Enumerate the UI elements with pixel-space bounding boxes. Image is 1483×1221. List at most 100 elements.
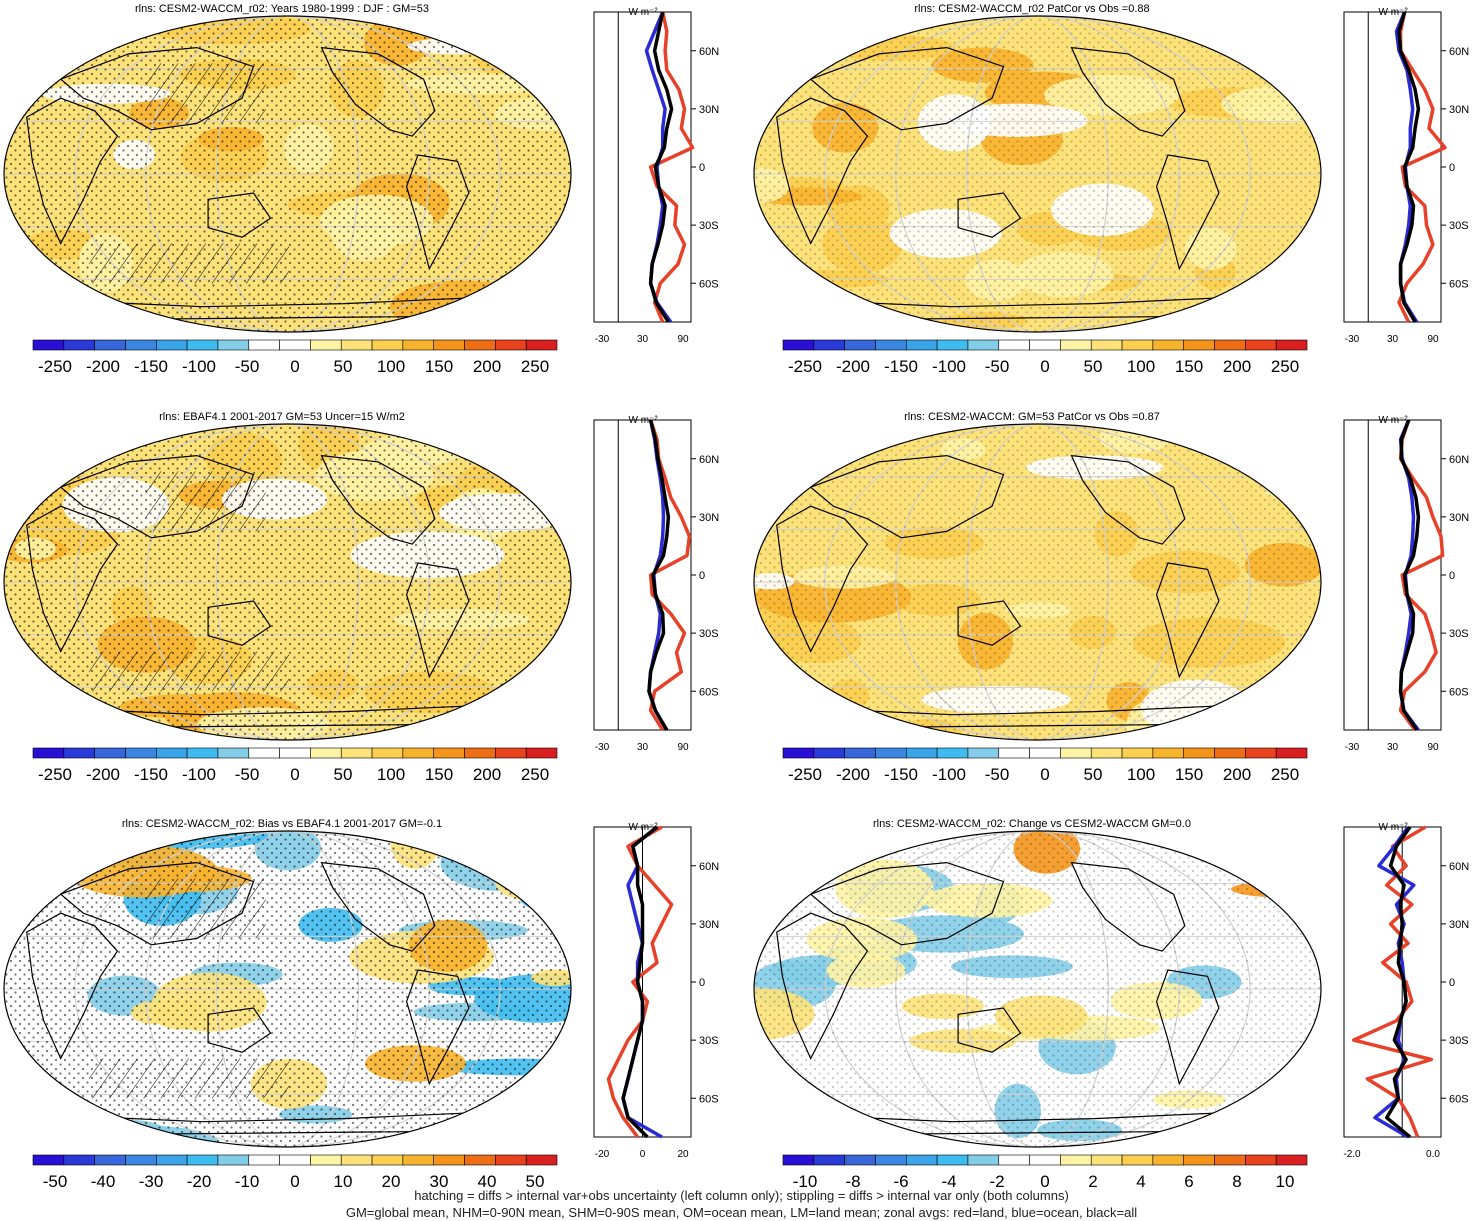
colorbar-swatch xyxy=(495,747,527,759)
colorbar: -50 -40 -30 -20 -10 0 10 20 30 40 50 xyxy=(32,1154,558,1191)
colorbar-swatch xyxy=(1029,1154,1061,1166)
footer-line-1: hatching = diffs > internal var+obs unce… xyxy=(414,1188,1069,1203)
colorbar-label: 100 xyxy=(1127,765,1155,784)
colorbar-label: -6 xyxy=(893,1172,908,1191)
panel-graphics: -250 -200 -150 -100 -50 0 50 100 150 200 250 W m⁻² -… xyxy=(3,415,719,784)
zonal-xtick: -30 xyxy=(1345,334,1360,345)
colorbar-label: -50 xyxy=(235,357,260,376)
colorbar-swatch xyxy=(340,747,373,759)
colorbar-swatch xyxy=(248,747,280,759)
colorbar-swatch xyxy=(967,339,1000,351)
colorbar-swatch xyxy=(186,339,219,351)
colorbar-swatch xyxy=(125,1154,157,1166)
panel-1: rlns: CESM2-WACCM_r02: Years 1980-1999 :… xyxy=(0,0,733,395)
colorbar-swatch xyxy=(495,1154,527,1166)
map xyxy=(753,15,1322,333)
colorbar-swatch xyxy=(875,747,907,759)
field-patch xyxy=(483,290,533,324)
stippling xyxy=(4,424,571,740)
zonal-series-land xyxy=(1351,825,1434,1138)
map-border xyxy=(753,423,1322,741)
colorbar-label: 150 xyxy=(425,357,453,376)
colorbar-swatch xyxy=(63,339,95,351)
colorbar-swatch xyxy=(217,339,250,351)
panel-graphics: -250 -200 -150 -100 -50 0 50 100 150 200 250 W m⁻² -… xyxy=(753,7,1469,376)
coastline xyxy=(1155,562,1220,679)
colorbar-label: -250 xyxy=(788,765,822,784)
lat-tick-label: 60N xyxy=(1449,46,1469,58)
coastline xyxy=(320,454,436,545)
colorbar: -250 -200 -150 -100 -50 0 50 100 150 200 250 xyxy=(32,747,558,784)
colorbar-swatch xyxy=(1090,1154,1123,1166)
zonal-mean-plot: W m⁻² -30 30 90 60N 30N 0 30S 60S xyxy=(1343,415,1469,753)
panel-graphics: -250 -200 -150 -100 -50 0 50 100 150 200 250 W m⁻² -… xyxy=(3,7,719,376)
coastline xyxy=(207,192,272,238)
colorbar-label: 50 xyxy=(334,357,353,376)
hatching xyxy=(145,878,266,939)
colorbar-swatch xyxy=(402,339,435,351)
colorbar-label: 6 xyxy=(1184,1172,1193,1191)
colorbar-swatch xyxy=(844,747,876,759)
colorbar-swatch xyxy=(844,339,876,351)
lat-tick-label: 30N xyxy=(1449,512,1469,524)
hatching xyxy=(89,651,290,692)
colorbar-label: 0 xyxy=(290,765,299,784)
colorbar-label: -20 xyxy=(187,1172,212,1191)
coastline xyxy=(320,46,436,137)
zonal-mean-plot: W m⁻² -2.0 0.0 60N 30N 0 30S 60S xyxy=(1343,822,1469,1160)
coastline xyxy=(59,454,255,539)
colorbar-swatch xyxy=(94,339,126,351)
zonal-frame xyxy=(1343,419,1442,731)
colorbar-swatch xyxy=(279,1154,311,1166)
zonal-xtick: -30 xyxy=(1345,742,1360,753)
colorbar-swatch xyxy=(340,339,373,351)
hatching xyxy=(89,1058,290,1099)
coastline xyxy=(809,861,1005,946)
colorbar-swatch xyxy=(402,747,435,759)
colorbar-swatch xyxy=(279,339,311,351)
colorbar-swatch xyxy=(433,747,465,759)
colorbar-label: 200 xyxy=(1223,765,1251,784)
colorbar-swatch xyxy=(998,747,1030,759)
zonal-xtick: -30 xyxy=(595,334,610,345)
colorbar-label: 30 xyxy=(430,1172,449,1191)
lat-tick-label: 0 xyxy=(1449,977,1455,989)
zonal-xtick: 30 xyxy=(637,742,649,753)
zonal-mean-plot: W m⁻² -30 30 90 60N 30N 0 30S 60S xyxy=(593,415,719,753)
colorbar-swatch xyxy=(125,747,157,759)
colorbar-swatch xyxy=(967,747,1000,759)
zonal-xtick: 30 xyxy=(637,334,649,345)
colorbar-swatch xyxy=(1275,747,1308,759)
panel-title: rlns: CESM2-WACCM_r02: Years 1980-1999 :… xyxy=(135,3,429,15)
colorbar-swatch xyxy=(1121,747,1154,759)
panel-graphics: -250 -200 -150 -100 -50 0 50 100 150 200 250 W m⁻² -… xyxy=(753,415,1469,784)
coastline xyxy=(26,97,119,245)
colorbar-swatch xyxy=(279,747,311,759)
zonal-unit: W m⁻² xyxy=(1379,415,1409,426)
map-border xyxy=(753,15,1322,333)
colorbar-swatch xyxy=(905,339,938,351)
colorbar-label: -100 xyxy=(182,357,216,376)
colorbar-label: 100 xyxy=(1127,357,1155,376)
colorbar-swatch xyxy=(1245,339,1277,351)
colorbar-swatch xyxy=(464,747,496,759)
panel-3: rlns: EBAF4.1 2001-2017 GM=53 Uncer=15 W… xyxy=(0,408,733,803)
colorbar-label: -100 xyxy=(182,765,216,784)
lat-tick-label: 0 xyxy=(699,162,705,174)
colorbar-swatch xyxy=(433,1154,465,1166)
hatching xyxy=(145,471,266,532)
colorbar-swatch xyxy=(310,747,342,759)
colorbar-swatch xyxy=(310,339,342,351)
colorbar-swatch xyxy=(936,747,969,759)
colorbar-swatch xyxy=(1152,1154,1185,1166)
zonal-series-all xyxy=(647,419,671,731)
zonal-xtick: 30 xyxy=(1387,334,1399,345)
panel-4: rlns: CESM2-WACCM: GM=53 PatCor vs Obs =… xyxy=(750,408,1483,803)
zonal-unit: W m⁻² xyxy=(629,822,659,833)
colorbar-swatch xyxy=(782,747,815,759)
coastline xyxy=(957,192,1022,238)
zonal-xtick: 90 xyxy=(1427,334,1439,345)
field-patch xyxy=(11,842,57,893)
coastline xyxy=(776,912,869,1060)
colorbar-swatch xyxy=(94,747,126,759)
